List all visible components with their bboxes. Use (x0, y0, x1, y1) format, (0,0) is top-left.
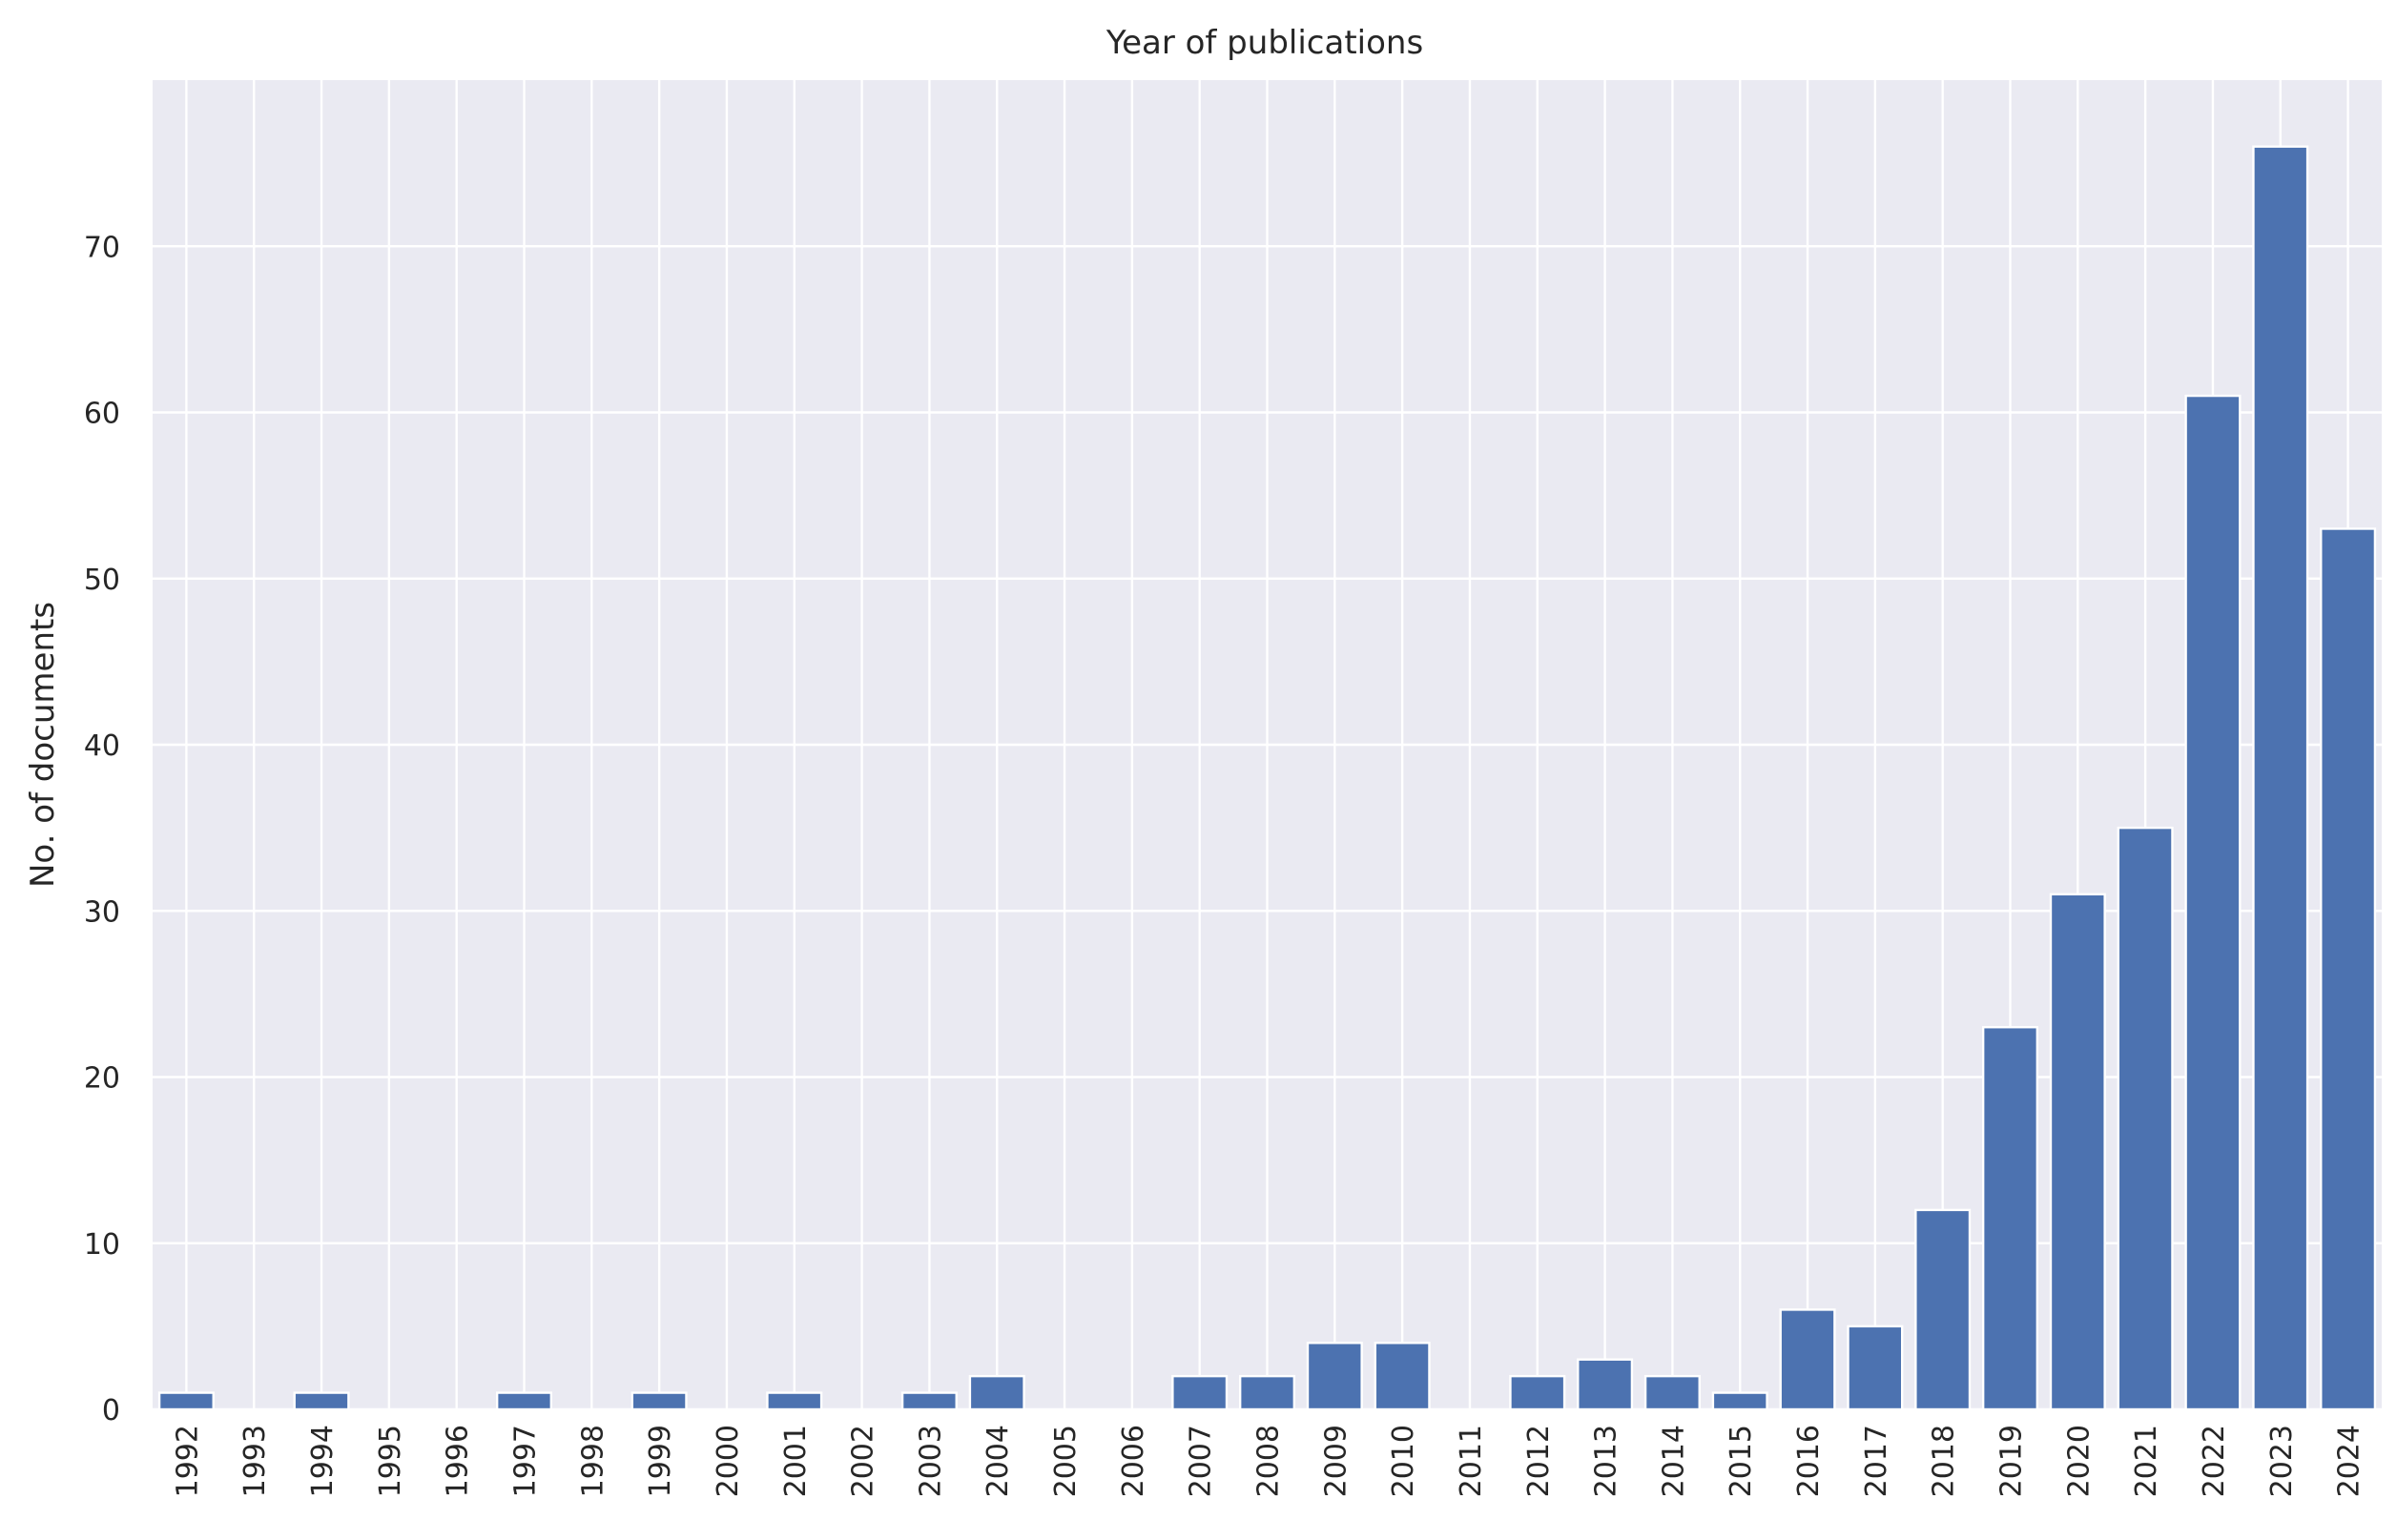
y-tick-label: 20 (84, 1062, 120, 1096)
bar-2015 (1711, 1391, 1768, 1411)
y-tick-label: 70 (84, 231, 120, 264)
bar-2014 (1643, 1374, 1701, 1411)
bar-2012 (1509, 1374, 1566, 1411)
bar-1992 (157, 1391, 215, 1411)
bar-2008 (1238, 1374, 1296, 1411)
bar-1999 (630, 1391, 688, 1411)
x-tick-label: 2010 (1387, 1425, 1420, 1497)
y-tick-label: 60 (84, 398, 120, 431)
x-tick-label: 2021 (2130, 1425, 2163, 1497)
y-tick-label: 50 (84, 564, 120, 597)
bar-2001 (766, 1391, 823, 1411)
bar-1994 (293, 1391, 350, 1411)
x-tick-label: 2020 (2062, 1425, 2096, 1497)
bar-2013 (1577, 1358, 1634, 1411)
x-tick-label: 2004 (982, 1425, 1015, 1497)
x-tick-label: 2022 (2198, 1425, 2231, 1497)
x-tick-label: 2007 (1185, 1425, 1218, 1497)
x-tick-label: 2014 (1657, 1425, 1690, 1497)
x-tick-label: 1995 (374, 1425, 407, 1497)
y-tick-label: 30 (84, 895, 120, 929)
x-tick-label: 2019 (1995, 1425, 2029, 1497)
bar-2022 (2184, 394, 2242, 1411)
x-tick-label: 1992 (171, 1425, 204, 1497)
bar-1997 (495, 1391, 553, 1411)
chart-title: Year of publications (1106, 24, 1423, 62)
x-tick-label: 1996 (442, 1425, 475, 1497)
bar-2016 (1779, 1308, 1836, 1411)
x-tick-label: 2013 (1590, 1425, 1623, 1497)
x-tick-label: 2016 (1792, 1425, 1826, 1497)
y-tick-labels: 0 10 20 30 40 50 60 70 (84, 231, 120, 1427)
bar-2010 (1374, 1342, 1431, 1411)
x-tick-label: 2001 (779, 1425, 813, 1497)
x-tick-label: 2000 (712, 1425, 745, 1497)
x-tick-label: 2023 (2265, 1425, 2299, 1497)
x-tick-label: 1994 (306, 1425, 340, 1497)
bar-2018 (1914, 1208, 1972, 1411)
bar-2007 (1171, 1374, 1229, 1411)
x-tick-label: 1999 (644, 1425, 677, 1497)
y-tick-label: 10 (84, 1228, 120, 1262)
x-tick-labels: 1992 1993 1994 1995 1996 1997 1998 1999 2000 2001… (171, 1425, 2366, 1497)
y-tick-label: 0 (102, 1394, 120, 1427)
bar-2004 (968, 1374, 1025, 1411)
y-axis-label: No. of documents (24, 602, 62, 888)
x-tick-label: 1993 (238, 1425, 272, 1497)
x-tick-label: 2005 (1049, 1425, 1083, 1497)
bar-2019 (1981, 1026, 2039, 1411)
x-tick-label: 2009 (1319, 1425, 1353, 1497)
x-tick-label: 2017 (1860, 1425, 1893, 1497)
x-tick-label: 2015 (1725, 1425, 1758, 1497)
x-tick-label: 1998 (576, 1425, 610, 1497)
bar-2009 (1306, 1342, 1363, 1411)
bar-2024 (2320, 527, 2377, 1411)
x-tick-label: 2002 (847, 1425, 880, 1497)
x-tick-label: 2006 (1117, 1425, 1150, 1497)
x-tick-label: 1997 (509, 1425, 543, 1497)
bars (157, 145, 2377, 1411)
bar-2023 (2252, 145, 2309, 1411)
x-tick-label: 2018 (1928, 1425, 1961, 1497)
bar-2017 (1847, 1324, 1904, 1411)
x-tick-label: 2003 (914, 1425, 947, 1497)
x-tick-label: 2012 (1522, 1425, 1556, 1497)
x-tick-label: 2024 (2333, 1425, 2366, 1497)
x-tick-label: 2011 (1455, 1425, 1488, 1497)
x-tick-label: 2008 (1252, 1425, 1286, 1497)
bar-2020 (2049, 893, 2106, 1411)
bar-2003 (900, 1391, 958, 1411)
y-tick-label: 40 (84, 729, 120, 763)
bar-2021 (2117, 826, 2174, 1411)
